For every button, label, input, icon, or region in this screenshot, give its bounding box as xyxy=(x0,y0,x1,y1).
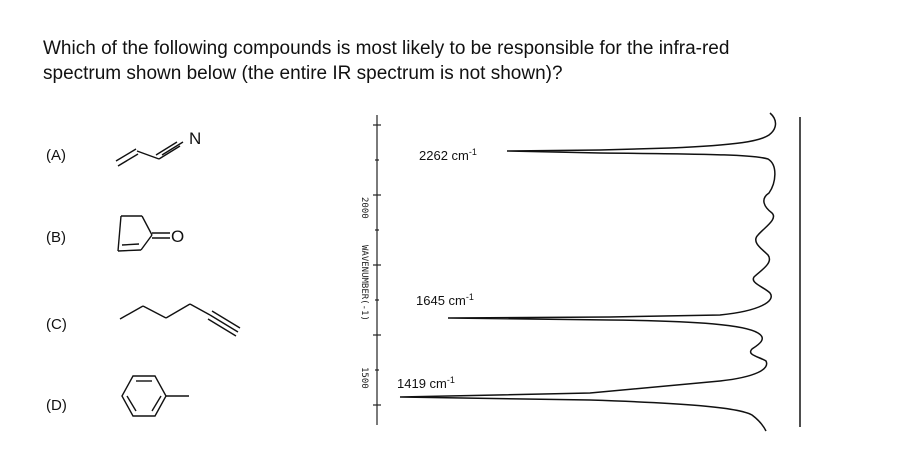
option-d-label: (D) xyxy=(46,397,67,414)
question-line-2: spectrum shown below (the entire IR spec… xyxy=(43,63,563,84)
option-a-label: (A) xyxy=(46,147,66,164)
axis-label: WAVENUMBER(-1) xyxy=(359,245,369,321)
peak-label-1419: 1419 cm-1 xyxy=(397,375,455,391)
structure-b-oxygen: O xyxy=(171,227,184,246)
structure-d-toluene xyxy=(121,375,189,417)
question-text: Which of the following compounds is most… xyxy=(43,36,843,86)
tick-label-1500: 1500 xyxy=(359,367,369,389)
ir-spectrum: 2000 1500 WAVENUMBER(-1) 2262 cm-1 1645 … xyxy=(359,112,801,432)
structure-a-nitrogen: N xyxy=(189,129,201,148)
option-b-label: (B) xyxy=(46,229,66,246)
tick-label-2000: 2000 xyxy=(359,197,369,219)
peak-label-2262: 2262 cm-1 xyxy=(419,147,477,163)
option-c-label: (C) xyxy=(46,316,67,333)
structure-b-cyclopentenone: O xyxy=(117,215,184,252)
peak-label-1645: 1645 cm-1 xyxy=(416,292,474,308)
question-line-1: Which of the following compounds is most… xyxy=(43,38,730,59)
spectrum-trace xyxy=(399,112,777,432)
structure-a-allyl-cyanide: N xyxy=(115,129,201,167)
structure-c-hexyne xyxy=(119,303,241,337)
wavenumber-axis xyxy=(373,115,381,425)
